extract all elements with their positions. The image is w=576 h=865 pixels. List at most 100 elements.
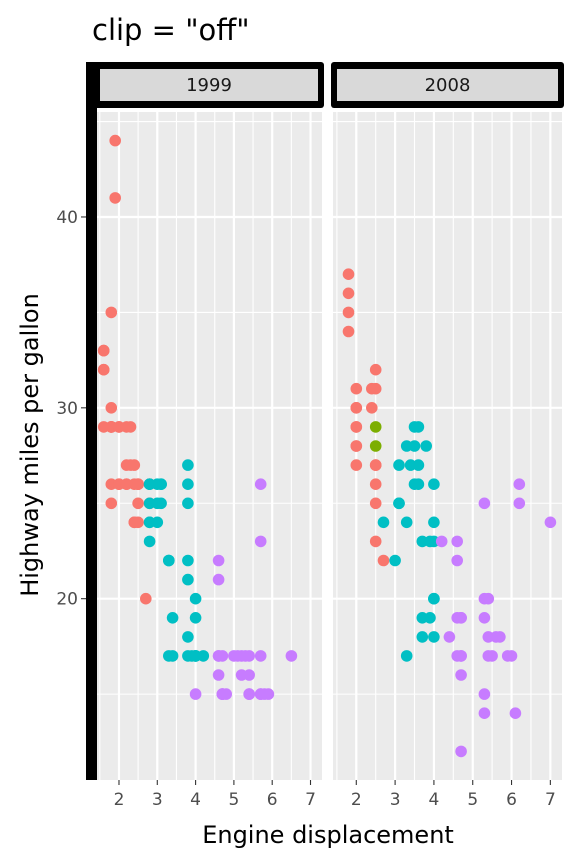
data-point [408, 440, 421, 452]
data-point [369, 497, 382, 510]
data-point [155, 478, 167, 491]
data-point [416, 631, 429, 643]
data-point [182, 573, 194, 586]
panel-background [333, 112, 562, 780]
data-point [124, 459, 137, 471]
data-point [513, 478, 526, 491]
x-tick-label: 4 [429, 790, 440, 810]
data-point [478, 688, 491, 700]
x-tick-label: 6 [506, 790, 517, 810]
data-point [151, 497, 164, 510]
data-point [369, 535, 382, 548]
data-point [235, 669, 248, 681]
data-point [105, 402, 118, 414]
x-tick-label: 2 [114, 790, 125, 810]
data-point [243, 688, 255, 700]
data-point [420, 440, 433, 452]
data-point [377, 516, 390, 529]
data-point [408, 421, 421, 433]
data-point [189, 612, 202, 624]
data-point [182, 497, 194, 510]
data-point [412, 459, 425, 471]
data-point [109, 192, 121, 204]
data-point [366, 402, 378, 414]
data-point [105, 497, 118, 510]
panel-1999: 1999 [94, 62, 324, 780]
data-point [342, 325, 355, 338]
facet-strip-label: 1999 [186, 75, 232, 96]
data-point [254, 535, 267, 548]
facet-strip-background [337, 69, 558, 101]
data-point [350, 382, 363, 395]
data-point [455, 745, 467, 758]
data-point [231, 650, 244, 662]
data-point [285, 650, 298, 662]
data-point [435, 535, 448, 548]
y-axis-title: Highway miles per gallon [16, 293, 44, 597]
x-tick-label: 5 [467, 790, 478, 810]
x-tick-label: 7 [545, 790, 556, 810]
data-point [350, 459, 363, 471]
data-point [212, 573, 225, 586]
panel-background [96, 112, 322, 780]
data-point [109, 134, 121, 147]
data-point [220, 688, 232, 700]
data-point [124, 421, 137, 433]
data-point [120, 478, 133, 491]
data-point [408, 478, 421, 491]
facet-strip-label: 2008 [425, 75, 471, 96]
panel-2008: 2008 [331, 62, 564, 780]
data-point [369, 382, 382, 395]
data-point [258, 688, 271, 700]
data-point [369, 478, 382, 491]
data-point [132, 516, 144, 529]
data-point [428, 478, 440, 491]
facet-strip-1999: 1999 [94, 62, 324, 108]
data-point [369, 459, 382, 471]
data-point [428, 592, 440, 605]
x-tick-label: 3 [390, 790, 401, 810]
y-tick-label: 40 [56, 208, 78, 228]
data-point [377, 554, 390, 567]
data-point [97, 344, 110, 357]
data-point [509, 707, 522, 719]
data-point [478, 707, 491, 719]
data-point [513, 497, 526, 510]
data-point [369, 363, 382, 376]
data-point [400, 516, 413, 529]
data-point [350, 440, 363, 452]
x-tick-label: 7 [305, 790, 316, 810]
data-point [478, 612, 491, 624]
x-tick-label: 6 [267, 790, 278, 810]
data-point [482, 650, 495, 662]
data-point [105, 306, 118, 319]
y-tick-label: 20 [56, 590, 78, 610]
data-point [140, 592, 152, 605]
data-point [189, 650, 202, 662]
data-point [350, 421, 363, 433]
left-panel-border [86, 62, 97, 780]
data-point [182, 478, 194, 491]
data-point [216, 650, 229, 662]
data-point [212, 554, 225, 567]
data-point [166, 612, 179, 624]
data-point [490, 631, 502, 643]
data-point [97, 363, 110, 376]
data-point [163, 554, 175, 567]
data-point [182, 554, 194, 567]
data-point [424, 612, 436, 624]
facet-strip-2008: 2008 [331, 62, 564, 108]
chart-title: clip = "off" [92, 13, 250, 47]
data-point [455, 650, 467, 662]
data-point [451, 554, 464, 567]
data-point [182, 631, 194, 643]
data-point [428, 516, 440, 529]
data-point [143, 478, 156, 491]
data-point [451, 535, 464, 548]
data-point [428, 631, 440, 643]
x-tick-label: 2 [351, 790, 362, 810]
data-point [342, 287, 355, 300]
data-point [400, 650, 413, 662]
y-tick-label: 30 [56, 399, 78, 419]
